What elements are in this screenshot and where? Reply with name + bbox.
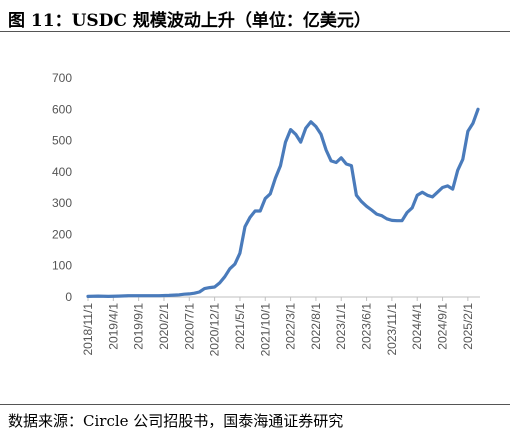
y-tick-label: 400 xyxy=(52,165,72,179)
x-tick-label: 2019/9/1 xyxy=(132,303,146,350)
bottom-rule xyxy=(0,404,510,405)
x-tick-label: 2018/11/1 xyxy=(81,303,95,356)
x-tick-label: 2020/12/1 xyxy=(208,303,222,357)
top-rule xyxy=(0,31,510,32)
x-tick-label: 2022/3/1 xyxy=(284,303,298,350)
chart-title: 图 11：USDC 规模波动上升（单位：亿美元） xyxy=(8,11,371,31)
x-tick-label: 2025/2/1 xyxy=(461,303,475,350)
x-tick-label: 2022/8/1 xyxy=(309,303,323,350)
x-tick-label: 2020/2/1 xyxy=(157,303,171,350)
y-tick-label: 300 xyxy=(52,196,72,210)
x-tick-label: 2024/9/1 xyxy=(436,303,450,350)
x-tick-label: 2021/5/1 xyxy=(233,303,247,350)
x-tick-label: 2020/7/1 xyxy=(182,303,196,350)
y-tick-label: 500 xyxy=(52,134,72,148)
x-tick-label: 2024/4/1 xyxy=(410,303,424,350)
y-axis-ticks: 0 100 200 300 400 500 600 700 xyxy=(52,71,72,304)
x-axis-ticks: 2018/11/1 2019/4/1 2019/9/1 2020/2/1 2020/7/… xyxy=(81,297,475,356)
series-line-usdc xyxy=(86,107,480,298)
source-note: 数据来源：Circle 公司招股书，国泰海通证券研究 xyxy=(8,412,344,430)
x-tick-label: 2019/4/1 xyxy=(106,303,120,350)
y-tick-label: 100 xyxy=(52,259,72,273)
y-tick-label: 700 xyxy=(52,71,72,85)
x-tick-label: 2021/10/1 xyxy=(258,303,272,357)
x-tick-label: 2023/11/1 xyxy=(385,303,399,356)
y-tick-label: 600 xyxy=(52,102,72,116)
y-tick-label: 0 xyxy=(65,290,72,304)
x-tick-label: 2023/6/1 xyxy=(360,303,374,350)
y-tick-label: 200 xyxy=(52,227,72,241)
x-tick-label: 2023/1/1 xyxy=(334,303,348,350)
